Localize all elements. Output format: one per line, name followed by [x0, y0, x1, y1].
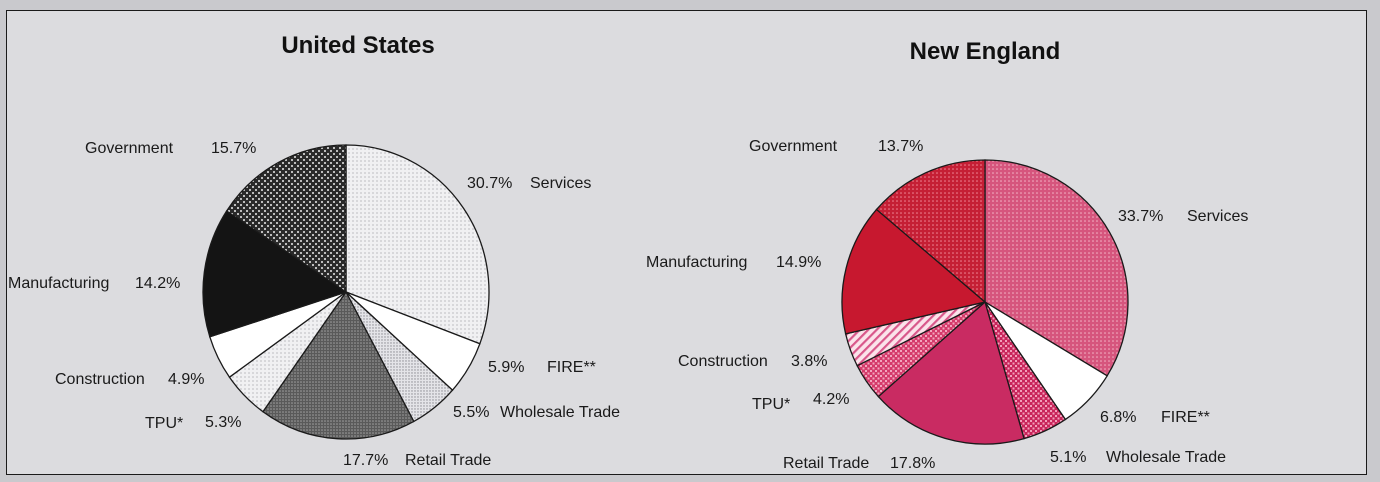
ne-label-construction: Construction [678, 353, 768, 370]
ne-slice-label-wholesale: 5.1% Wholesale Trade [1050, 449, 1226, 466]
us-label-wholesale: Wholesale Trade [500, 404, 620, 421]
us-label-government: Government [85, 140, 174, 157]
us-label-tpu: TPU* [145, 415, 183, 432]
ne-slice-label-fire: 6.8% FIRE** [1100, 409, 1210, 426]
ne-value-construction: 3.8% [791, 353, 827, 370]
us-slice-label-construction: Construction 4.9% [55, 371, 204, 388]
ne-label-services: Services [1187, 208, 1248, 225]
ne-value-services: 33.7% [1118, 208, 1163, 225]
ne-slice-manufacturing [841, 208, 987, 335]
ne-slice-label-government: Government 13.7% [749, 138, 923, 155]
ne-label-government: Government [749, 138, 838, 155]
ne-slice-label-construction: Construction 3.8% [678, 353, 827, 370]
us-label-services: Services [530, 175, 591, 192]
us-label-manufacturing: Manufacturing [8, 275, 109, 292]
ne-slice-label-retail: Retail Trade 17.8% [783, 455, 935, 472]
us-label-fire: FIRE** [547, 359, 596, 376]
ne-label-manufacturing: Manufacturing [646, 254, 747, 271]
ne-slice-label-services: 33.7% Services [1118, 208, 1248, 225]
ne-chart-title: New England [910, 38, 1061, 65]
ne-slice-label-tpu: TPU* 4.2% [752, 391, 849, 413]
ne-value-manufacturing: 14.9% [776, 254, 821, 271]
ne-label-fire: FIRE** [1161, 409, 1210, 426]
us-slice-government [225, 144, 347, 294]
us-value-retail: 17.7% [343, 452, 388, 469]
us-label-construction: Construction [55, 371, 145, 388]
ne-label-retail: Retail Trade [783, 455, 869, 472]
us-slice-services [345, 144, 490, 345]
us-slice-label-fire: 5.9% FIRE** [488, 359, 596, 376]
us-value-tpu: 5.3% [205, 414, 241, 431]
ne-label-tpu: TPU* [752, 396, 790, 413]
ne-value-tpu: 4.2% [813, 391, 849, 408]
ne-value-wholesale: 5.1% [1050, 449, 1086, 466]
us-value-fire: 5.9% [488, 359, 524, 376]
ne-slice-label-manufacturing: Manufacturing 14.9% [646, 254, 821, 271]
us-slice-retail-trade [262, 290, 415, 440]
us-value-construction: 4.9% [168, 371, 204, 388]
ne-value-fire: 6.8% [1100, 409, 1136, 426]
us-chart-title: United States [281, 32, 434, 59]
us-slice-label-tpu: TPU* 5.3% [145, 414, 241, 432]
us-slice-manufacturing [202, 210, 348, 338]
us-value-wholesale: 5.5% [453, 404, 489, 421]
us-value-manufacturing: 14.2% [135, 275, 180, 292]
ne-label-wholesale: Wholesale Trade [1106, 449, 1226, 466]
ne-slice-services [984, 159, 1129, 377]
us-value-services: 30.7% [467, 175, 512, 192]
ne-value-government: 13.7% [878, 138, 923, 155]
us-slice-label-manufacturing: Manufacturing 14.2% [8, 275, 180, 292]
us-slice-label-services: 30.7% Services [467, 175, 591, 192]
us-slice-label-retail: 17.7% Retail Trade [343, 452, 491, 469]
ne-slice-government [875, 159, 986, 304]
ne-slice-retail-trade [877, 300, 1025, 445]
us-slice-label-wholesale: 5.5% Wholesale Trade [453, 404, 620, 421]
us-slice-label-government: Government 15.7% [85, 140, 256, 157]
us-value-government: 15.7% [211, 140, 256, 157]
us-label-retail: Retail Trade [405, 452, 491, 469]
ne-value-retail: 17.8% [890, 455, 935, 472]
